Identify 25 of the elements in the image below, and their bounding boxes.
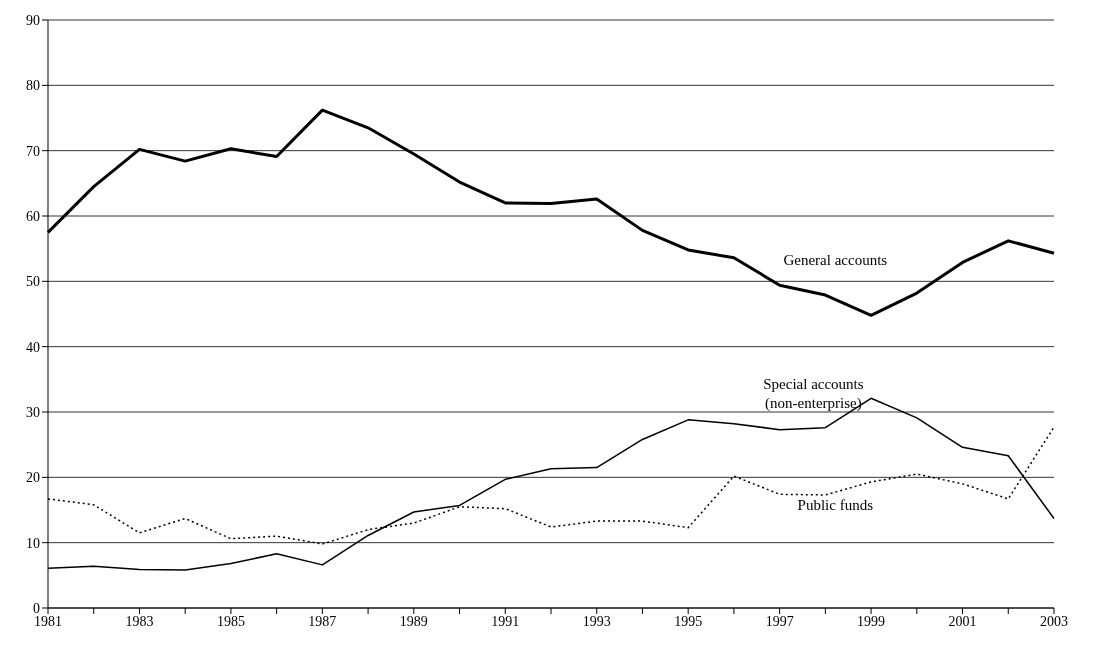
y-tick-label: 90 <box>26 12 40 28</box>
y-tick-label: 0 <box>33 600 40 616</box>
series-label: Public funds <box>797 497 874 513</box>
x-tick-label: 1991 <box>491 613 520 629</box>
x-tick-label: 1981 <box>34 613 62 629</box>
y-tick-label: 50 <box>26 274 40 290</box>
x-tick-label: 1985 <box>216 613 245 629</box>
x-tick-label: 2001 <box>948 613 977 629</box>
y-tick-label: 20 <box>26 470 40 486</box>
x-tick-label: 1999 <box>857 613 886 629</box>
x-tick-label: 1987 <box>308 613 337 629</box>
y-tick-label: 80 <box>26 78 40 94</box>
x-tick-label: 1995 <box>674 613 703 629</box>
series-label: General accounts <box>783 252 888 268</box>
y-tick-label: 60 <box>26 208 40 224</box>
x-tick-label: 1997 <box>765 613 794 629</box>
x-tick-label: 1993 <box>582 613 611 629</box>
y-tick-label: 30 <box>26 404 40 420</box>
y-tick-label: 70 <box>26 143 40 159</box>
x-tick-label: 1989 <box>399 613 428 629</box>
x-tick-label: 2003 <box>1040 613 1068 629</box>
y-tick-label: 40 <box>26 339 40 355</box>
y-tick-label: 10 <box>26 535 40 551</box>
x-tick-label: 1983 <box>125 613 154 629</box>
series-label: Special accounts (non-enterprise) <box>763 376 864 413</box>
